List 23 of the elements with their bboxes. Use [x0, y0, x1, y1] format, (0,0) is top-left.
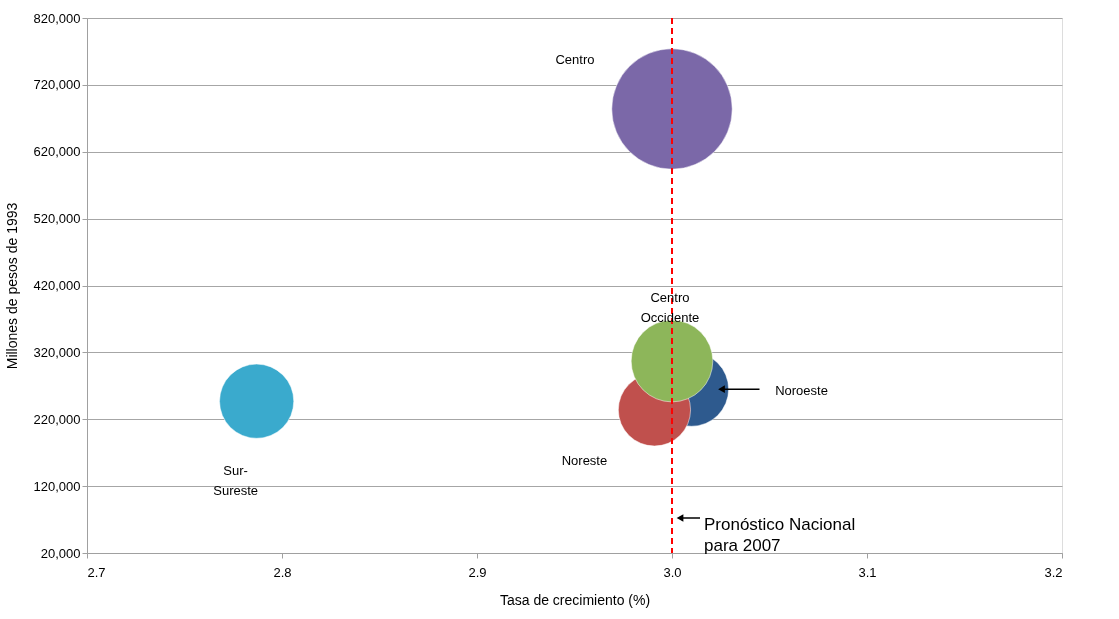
- y-tick-label: 620,000: [33, 144, 81, 160]
- text: Noroeste: [775, 383, 828, 399]
- x-tick-label: 3.2: [1044, 564, 1063, 580]
- y-tick-label: 20,000: [40, 545, 81, 561]
- y-tick-label: 220,000: [33, 411, 81, 427]
- y-tick-label: 420,000: [33, 278, 81, 293]
- y-tick-label: 720,000: [33, 77, 81, 93]
- x-axis-title: Tasa de crecimiento (%): [499, 591, 651, 608]
- x-tick-label: 2.9: [468, 564, 487, 580]
- text: Noreste: [561, 452, 608, 468]
- y-tick-label: 520,000: [33, 211, 81, 227]
- x-tick-label: 2.7: [87, 564, 106, 580]
- x-tick-label: 2.8: [273, 564, 292, 580]
- x-tick-label: 3.1: [858, 564, 877, 580]
- x-tick-label: 3.0: [663, 564, 682, 580]
- y-tick-label: 120,000: [33, 478, 81, 494]
- y-tick-label: 320,000: [33, 344, 81, 360]
- y-axis-title: Millones de pesos de 1993: [3, 202, 20, 370]
- y-tick-label: 820,000: [33, 10, 81, 26]
- series-label: Sur-Sureste: [213, 463, 259, 499]
- text: Centro: [555, 51, 595, 67]
- series-label: Centro Occidente: [640, 290, 700, 326]
- ref-line-label: Pronóstico Nacional para 2007: [704, 515, 856, 555]
